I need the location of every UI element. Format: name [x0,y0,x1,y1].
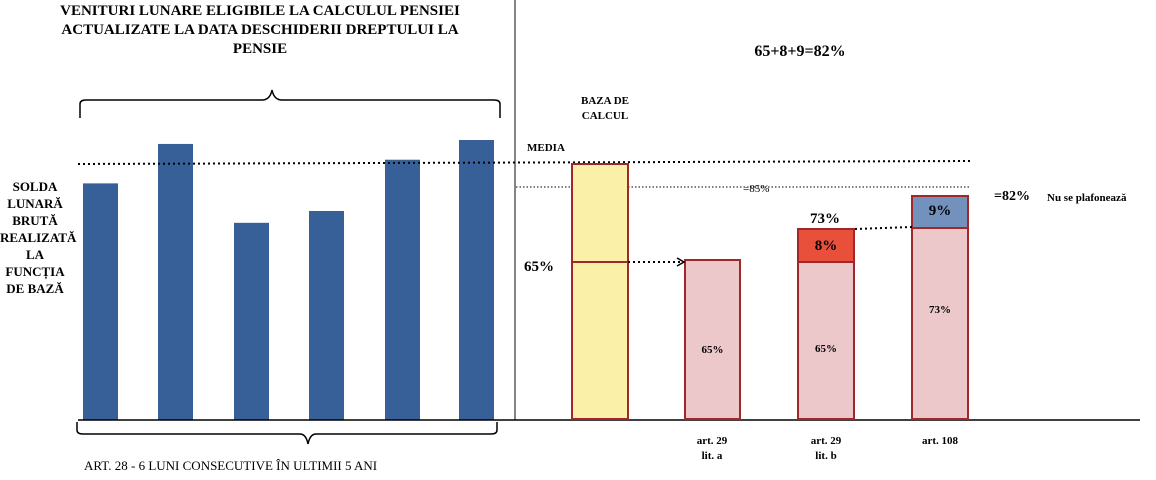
baza-calcul-upper [571,163,629,263]
art29a-bar-65 [684,259,741,420]
art29b-segment-label: 65% [815,343,837,355]
formula-label: 65+8+9=82% [754,43,846,60]
art108-add-label: 9% [928,203,952,219]
left-bar-4 [309,210,344,420]
left-bar-6 [459,140,494,420]
xlabel-art29a: art. 29 lit. a [696,435,728,462]
media-line [77,160,973,165]
art29b-bar-65 [797,261,855,420]
left-bar-1 [83,183,118,420]
art108-bar-9 [911,195,969,229]
left-bars-group [83,140,494,420]
media-label: MEDIA [527,142,565,154]
left-bar-2 [158,143,193,420]
art108-segment-label: 73% [929,304,951,316]
nu-se-plafoneaza-label: Nu se plafonează [1047,192,1127,204]
left-bar-5 [385,159,420,420]
side-label-solda: SOLDA LUNARĂ BRUTĂ REALIZATĂ LA FUNCȚIA … [0,179,77,296]
connector-73 [854,226,913,230]
arrow-65-head [676,257,686,267]
label-82: =82% [994,189,1030,204]
art108-bar-73 [911,227,969,420]
xlabel-art108: art. 108 [921,435,959,447]
top-brace [79,89,501,118]
art29a-segment-label: 65% [701,344,724,356]
xlabel-art29b: art. 29 lit. b [810,435,842,462]
baza-calcul-label: BAZA DE CALCUL [581,95,629,122]
left-title: VENITURI LUNARE ELIGIBILE LA CALCULUL PE… [60,3,460,57]
footnote-art28: ART. 28 - 6 LUNI CONSECUTIVE ÎN ULTIMII … [84,458,378,473]
pct65-left-label: 65% [524,259,554,275]
label-73-top: 73% [810,211,840,227]
art29b-add-label: 8% [814,238,838,254]
left-bar-3 [234,222,269,420]
baza-calcul-lower [571,261,629,420]
art29b-bar-8 [797,228,855,263]
pct85-label: =85% [743,183,770,195]
bottom-brace [76,422,498,445]
